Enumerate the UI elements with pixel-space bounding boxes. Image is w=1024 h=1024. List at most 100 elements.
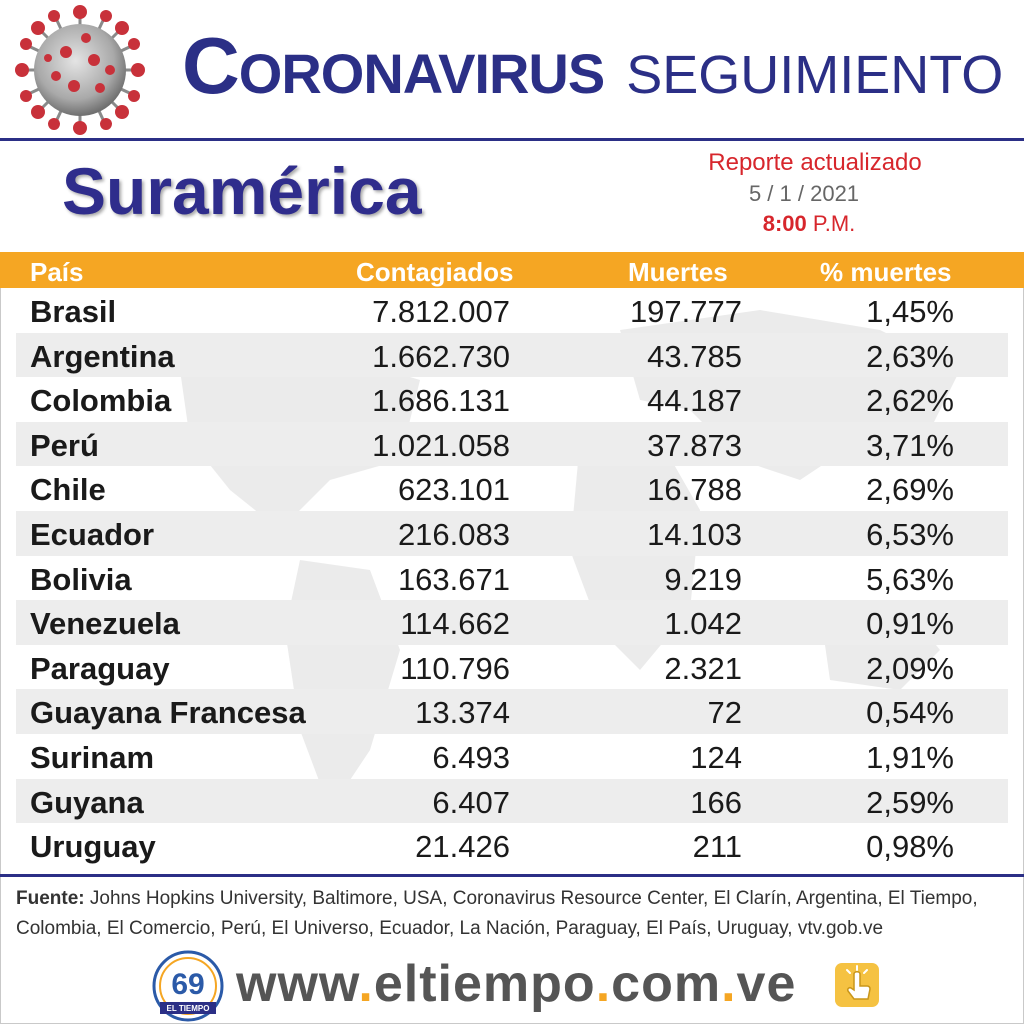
contagiados-cell: 1.662.730 [372,338,510,374]
pct-muertes-cell: 3,71% [866,427,954,463]
table-row: Perú 1.021.058 37.873 3,71% [0,421,1024,467]
country-cell: Perú [30,427,99,463]
region-title: Suramérica [62,154,422,228]
coronavirus-icon [15,5,145,135]
report-info: Reporte actualizado 5 / 1 / 2021 8:00 P.… [700,149,930,237]
muertes-cell: 2.321 [664,650,742,686]
footer: 69 EL TIEMPO www.eltiempo.com.ve [0,948,1024,1024]
country-cell: Surinam [30,739,155,775]
source-note: Fuente: Johns Hopkins University, Baltim… [16,884,1011,944]
contagiados-cell: 216.083 [397,516,510,552]
muertes-cell: 72 [707,695,742,731]
url-part: com [611,955,722,1013]
table-row: Argentina 1.662.730 43.785 2,63% [0,332,1024,378]
report-time: 8:00 [762,211,807,236]
url-dot: . [358,955,374,1013]
contagiados-cell: 623.101 [397,472,510,508]
title-light: SEGUIMIENTO [626,45,1004,105]
muertes-cell: 44.187 [647,383,742,419]
logo-text: EL TIEMPO [167,1004,210,1013]
header-pais: País [30,257,84,287]
website-url[interactable]: www.eltiempo.com.ve [236,954,796,1014]
pct-muertes-cell: 2,59% [866,784,954,820]
source-label: Fuente: [16,888,85,909]
pct-muertes-cell: 1,45% [866,294,954,329]
contagiados-cell: 13.374 [415,695,510,731]
contagiados-cell: 1.021.058 [372,427,510,463]
row-shade [16,600,1008,645]
top-divider [0,138,1024,141]
table-body: Brasil 7.812.007 197.777 1,45% Argentina 1.66… [0,288,1024,868]
table-header: País Contagiados Muertes % muertes [0,252,1024,288]
table-row: Guyana 6.407 166 2,59% [0,778,1024,824]
bottom-divider [0,874,1024,877]
pct-muertes-cell: 0,91% [866,606,954,642]
muertes-cell: 14.103 [647,516,742,552]
el-tiempo-logo: 69 EL TIEMPO [152,950,224,1022]
header-pct-muertes: % muertes [820,257,952,287]
country-cell: Uruguay [30,829,156,865]
muertes-cell: 16.788 [647,472,742,508]
row-shade [16,332,1008,378]
subheader: Suramérica Reporte actualizado 5 / 1 / 2… [0,141,1024,252]
header-contagiados: Contagiados [356,257,514,287]
contagiados-cell: 163.671 [397,561,510,597]
click-hand-icon[interactable] [834,962,880,1008]
report-label: Reporte actualizado [708,149,922,176]
country-cell: Brasil [30,294,117,329]
row-shade [16,689,1008,734]
country-cell: Venezuela [30,606,180,642]
table-row: Chile 623.101 16.788 2,69% [0,466,1024,511]
muertes-cell: 124 [690,739,742,775]
url-dot: . [721,955,737,1013]
country-cell: Chile [30,472,106,508]
header-muertes: Muertes [628,257,728,287]
contagiados-cell: 114.662 [400,606,510,642]
muertes-cell: 43.785 [647,338,742,374]
pct-muertes-cell: 1,91% [866,739,954,775]
muertes-cell: 211 [692,829,742,865]
title-bold-rest: ORONAVIRUS [238,42,605,105]
muertes-cell: 1.042 [664,606,742,642]
row-shade [16,510,1008,556]
page-title: CORONAVIRUS SEGUIMIENTO [182,20,1003,120]
contagiados-cell: 7.812.007 [372,294,510,329]
contagiados-cell: 21.426 [415,829,510,865]
pct-muertes-cell: 6,53% [866,516,954,552]
pct-muertes-cell: 5,63% [866,561,954,597]
url-part: www [236,955,359,1013]
muertes-cell: 166 [690,784,742,820]
country-cell: Argentina [30,338,175,374]
pct-muertes-cell: 2,09% [866,650,954,686]
report-ampm: P.M. [812,211,856,236]
header: CORONAVIRUS SEGUIMIENTO [0,0,1024,138]
table-row: Venezuela 114.662 1.042 0,91% [0,600,1024,645]
title-initial: C [182,21,240,110]
pct-muertes-cell: 2,63% [866,338,954,374]
stats-table: País Contagiados Muertes % muertes Brasi… [0,252,1024,864]
muertes-cell: 9.219 [664,561,742,597]
table-row: Uruguay 21.426 211 0,98% [0,823,1024,868]
table-row: Paraguay 110.796 2.321 2,09% [0,645,1024,690]
table-row: Bolivia 163.671 9.219 5,63% [0,556,1024,601]
muertes-cell: 37.873 [647,427,742,463]
url-dot: . [595,955,612,1013]
logo-number: 69 [171,968,204,1001]
source-text: Johns Hopkins University, Baltimore, USA… [16,888,978,939]
table-row: Surinam 6.493 124 1,91% [0,734,1024,779]
url-part: eltiempo [373,955,596,1013]
pct-muertes-cell: 2,62% [866,383,954,419]
country-cell: Ecuador [30,516,155,552]
country-cell: Colombia [30,383,172,419]
country-cell: Guyana [30,784,144,820]
pct-muertes-cell: 0,54% [866,695,954,731]
contagiados-cell: 6.407 [432,784,510,820]
table-row: Brasil 7.812.007 197.777 1,45% [0,288,1024,333]
pct-muertes-cell: 0,98% [866,829,954,865]
url-part: ve [736,955,797,1013]
contagiados-cell: 6.493 [432,739,510,775]
country-cell: Paraguay [30,650,170,686]
pct-muertes-cell: 2,69% [866,472,954,508]
contagiados-cell: 110.796 [400,650,510,686]
report-date: 5 / 1 / 2021 [748,181,860,206]
